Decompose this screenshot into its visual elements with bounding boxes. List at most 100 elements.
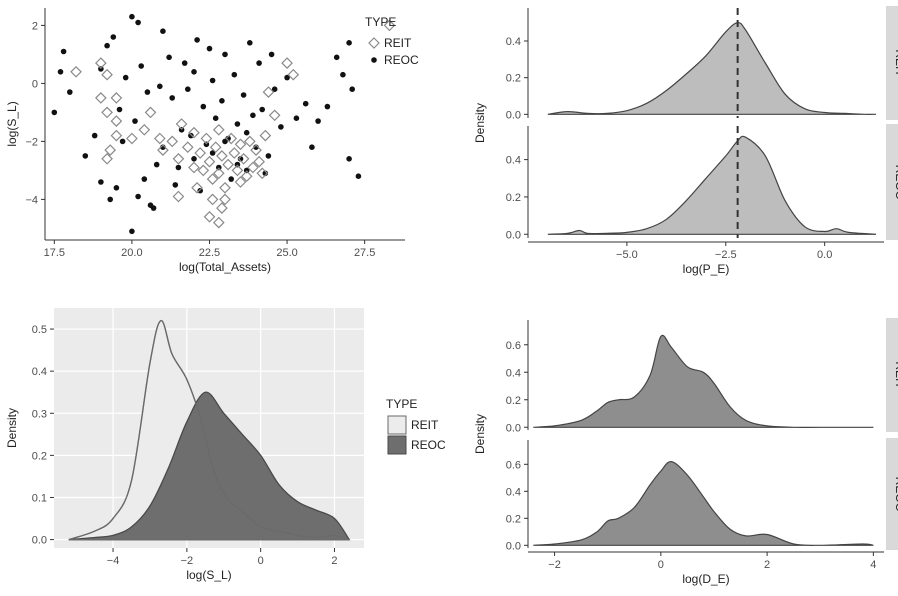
de-x-tick-label: −2 <box>548 559 561 571</box>
scatter-point-reoc <box>135 19 141 26</box>
scatter-point-reoc <box>129 228 135 235</box>
scatter-point-reoc <box>302 100 309 107</box>
de-reit-density-area <box>533 334 874 428</box>
scatter-point-reit <box>101 68 113 81</box>
sl-x-tick-label: 0 <box>258 555 264 567</box>
scatter-point-reoc <box>340 71 346 78</box>
scatter-point-reit <box>110 115 123 127</box>
scatter-legend-label-reoc: REOC <box>384 53 419 67</box>
scatter-point-reit <box>95 92 107 104</box>
scatter-y-tick-label: −4 <box>25 194 38 206</box>
scatter-point-reoc <box>129 13 135 20</box>
scatter-point-reit <box>225 132 238 145</box>
scatter-point-reoc <box>153 161 160 168</box>
sl-legend-key-reoc <box>387 435 407 455</box>
scatter-point-reoc <box>160 28 166 34</box>
scatter-point-reoc <box>116 106 123 113</box>
scatter-point-reoc <box>150 205 157 211</box>
sl-x-axis-title: log(S_L) <box>186 568 231 582</box>
scatter-point-reit <box>259 129 272 142</box>
scatter-point-reoc <box>231 71 238 78</box>
de-x-tick-label: 2 <box>764 559 770 571</box>
scatter-point-reit <box>228 147 241 159</box>
scatter-point-reit <box>138 123 151 136</box>
scatter-point-reit <box>281 57 293 69</box>
scatter-point-reit <box>188 161 200 174</box>
de-reoc-y-tick-label: 0.2 <box>506 513 521 525</box>
scatter-point-reoc <box>181 60 188 66</box>
scatter-point-reoc <box>191 156 197 162</box>
scatter-point-reoc <box>293 115 300 121</box>
scatter-point-reit <box>203 210 216 223</box>
scatter-point-reit <box>197 164 210 177</box>
sl-y-tick-label: 0.5 <box>32 324 47 336</box>
scatter-point-reoc <box>166 54 172 61</box>
scatter-point-reoc <box>346 40 352 46</box>
scatter-point-reoc <box>185 86 191 92</box>
scatter-legend-label-reit: REIT <box>384 36 412 50</box>
scatter-x-tick-label: 20.0 <box>121 247 142 259</box>
de-reoc-facet-strip <box>886 438 898 550</box>
pe-reit-facet-label: REIT <box>893 49 898 77</box>
pe-reoc-facet-label: REOC <box>893 165 898 200</box>
scatter-point-reit <box>240 170 253 183</box>
scatter-x-tick-label: 22.5 <box>199 247 220 259</box>
scatter-point-reit <box>166 135 179 148</box>
sl-x-tick-label: −2 <box>181 555 194 567</box>
scatter-point-reoc <box>206 45 213 52</box>
scatter-point-reoc <box>247 40 253 46</box>
de-x-axis-title: log(D_E) <box>682 572 729 586</box>
scatter-point-reit <box>110 129 123 142</box>
scatter-point-reit <box>209 141 222 154</box>
scatter-point-reoc <box>104 42 110 49</box>
scatter-point-reoc <box>82 153 89 159</box>
scatter-point-reit <box>383 19 396 32</box>
scatter-x-axis-title: log(Total_Assets) <box>179 260 271 274</box>
scatter-point-reoc <box>240 92 247 98</box>
scatter-point-reit <box>70 65 82 78</box>
sl-y-axis-title: Density <box>5 408 19 448</box>
scatter-point-reoc <box>157 83 163 90</box>
scatter-point-reit <box>206 193 219 206</box>
scatter-point-reit <box>175 118 188 130</box>
scatter-point-reit <box>144 106 157 119</box>
scatter-point-reit <box>172 190 185 203</box>
scatter-point-reoc <box>209 150 216 156</box>
scatter-point-reit <box>101 152 113 165</box>
scatter-point-reoc <box>222 51 228 58</box>
scatter-point-reoc <box>355 173 362 179</box>
scatter-point-reit <box>188 126 200 139</box>
scatter-legend-title: TYPE <box>365 15 396 29</box>
scatter-point-reit <box>110 92 123 104</box>
scatter-point-reoc <box>98 179 104 185</box>
pe-reoc-y-tick-label: 0.4 <box>506 155 521 167</box>
scatter-point-reit <box>200 132 213 145</box>
scatter-point-reoc <box>197 187 203 194</box>
scatter-point-reit <box>181 141 194 154</box>
sl-y-tick-label: 0.3 <box>32 408 47 420</box>
pe-reit-y-tick-label: 0.4 <box>506 36 521 48</box>
pe-reit-density-area <box>547 22 877 115</box>
scatter-point-reit <box>194 147 207 159</box>
de-reit-facet-strip <box>886 318 898 432</box>
sl-y-tick-label: 0.4 <box>32 366 47 378</box>
scatter-point-reoc <box>234 121 241 127</box>
pe-x-tick-label: 0.0 <box>817 249 832 261</box>
pe-reit-facet-strip <box>886 6 898 120</box>
scatter-point-reit <box>216 150 228 162</box>
scatter-point-reoc <box>237 156 244 162</box>
scatter-point-reoc <box>219 98 225 104</box>
scatter-y-tick-label: −2 <box>25 136 38 148</box>
scatter-y-axis-title: log(S_L) <box>5 101 19 146</box>
de-reit-y-tick-label: 0.0 <box>506 422 521 434</box>
scatter-point-reit <box>219 181 231 194</box>
pe-y-axis-title: Density <box>473 103 487 143</box>
sl-y-tick-label: 0.0 <box>32 535 47 547</box>
de-reoc-density-area <box>533 460 874 546</box>
de-y-axis-title: Density <box>473 414 487 454</box>
pe-x-axis-title: log(P_E) <box>683 262 730 276</box>
scatter-point-reoc <box>107 196 113 203</box>
scatter-point-reit <box>206 173 219 185</box>
pe-reit-y-tick-label: 0.0 <box>506 109 521 121</box>
scatter-point-reit <box>231 164 244 177</box>
